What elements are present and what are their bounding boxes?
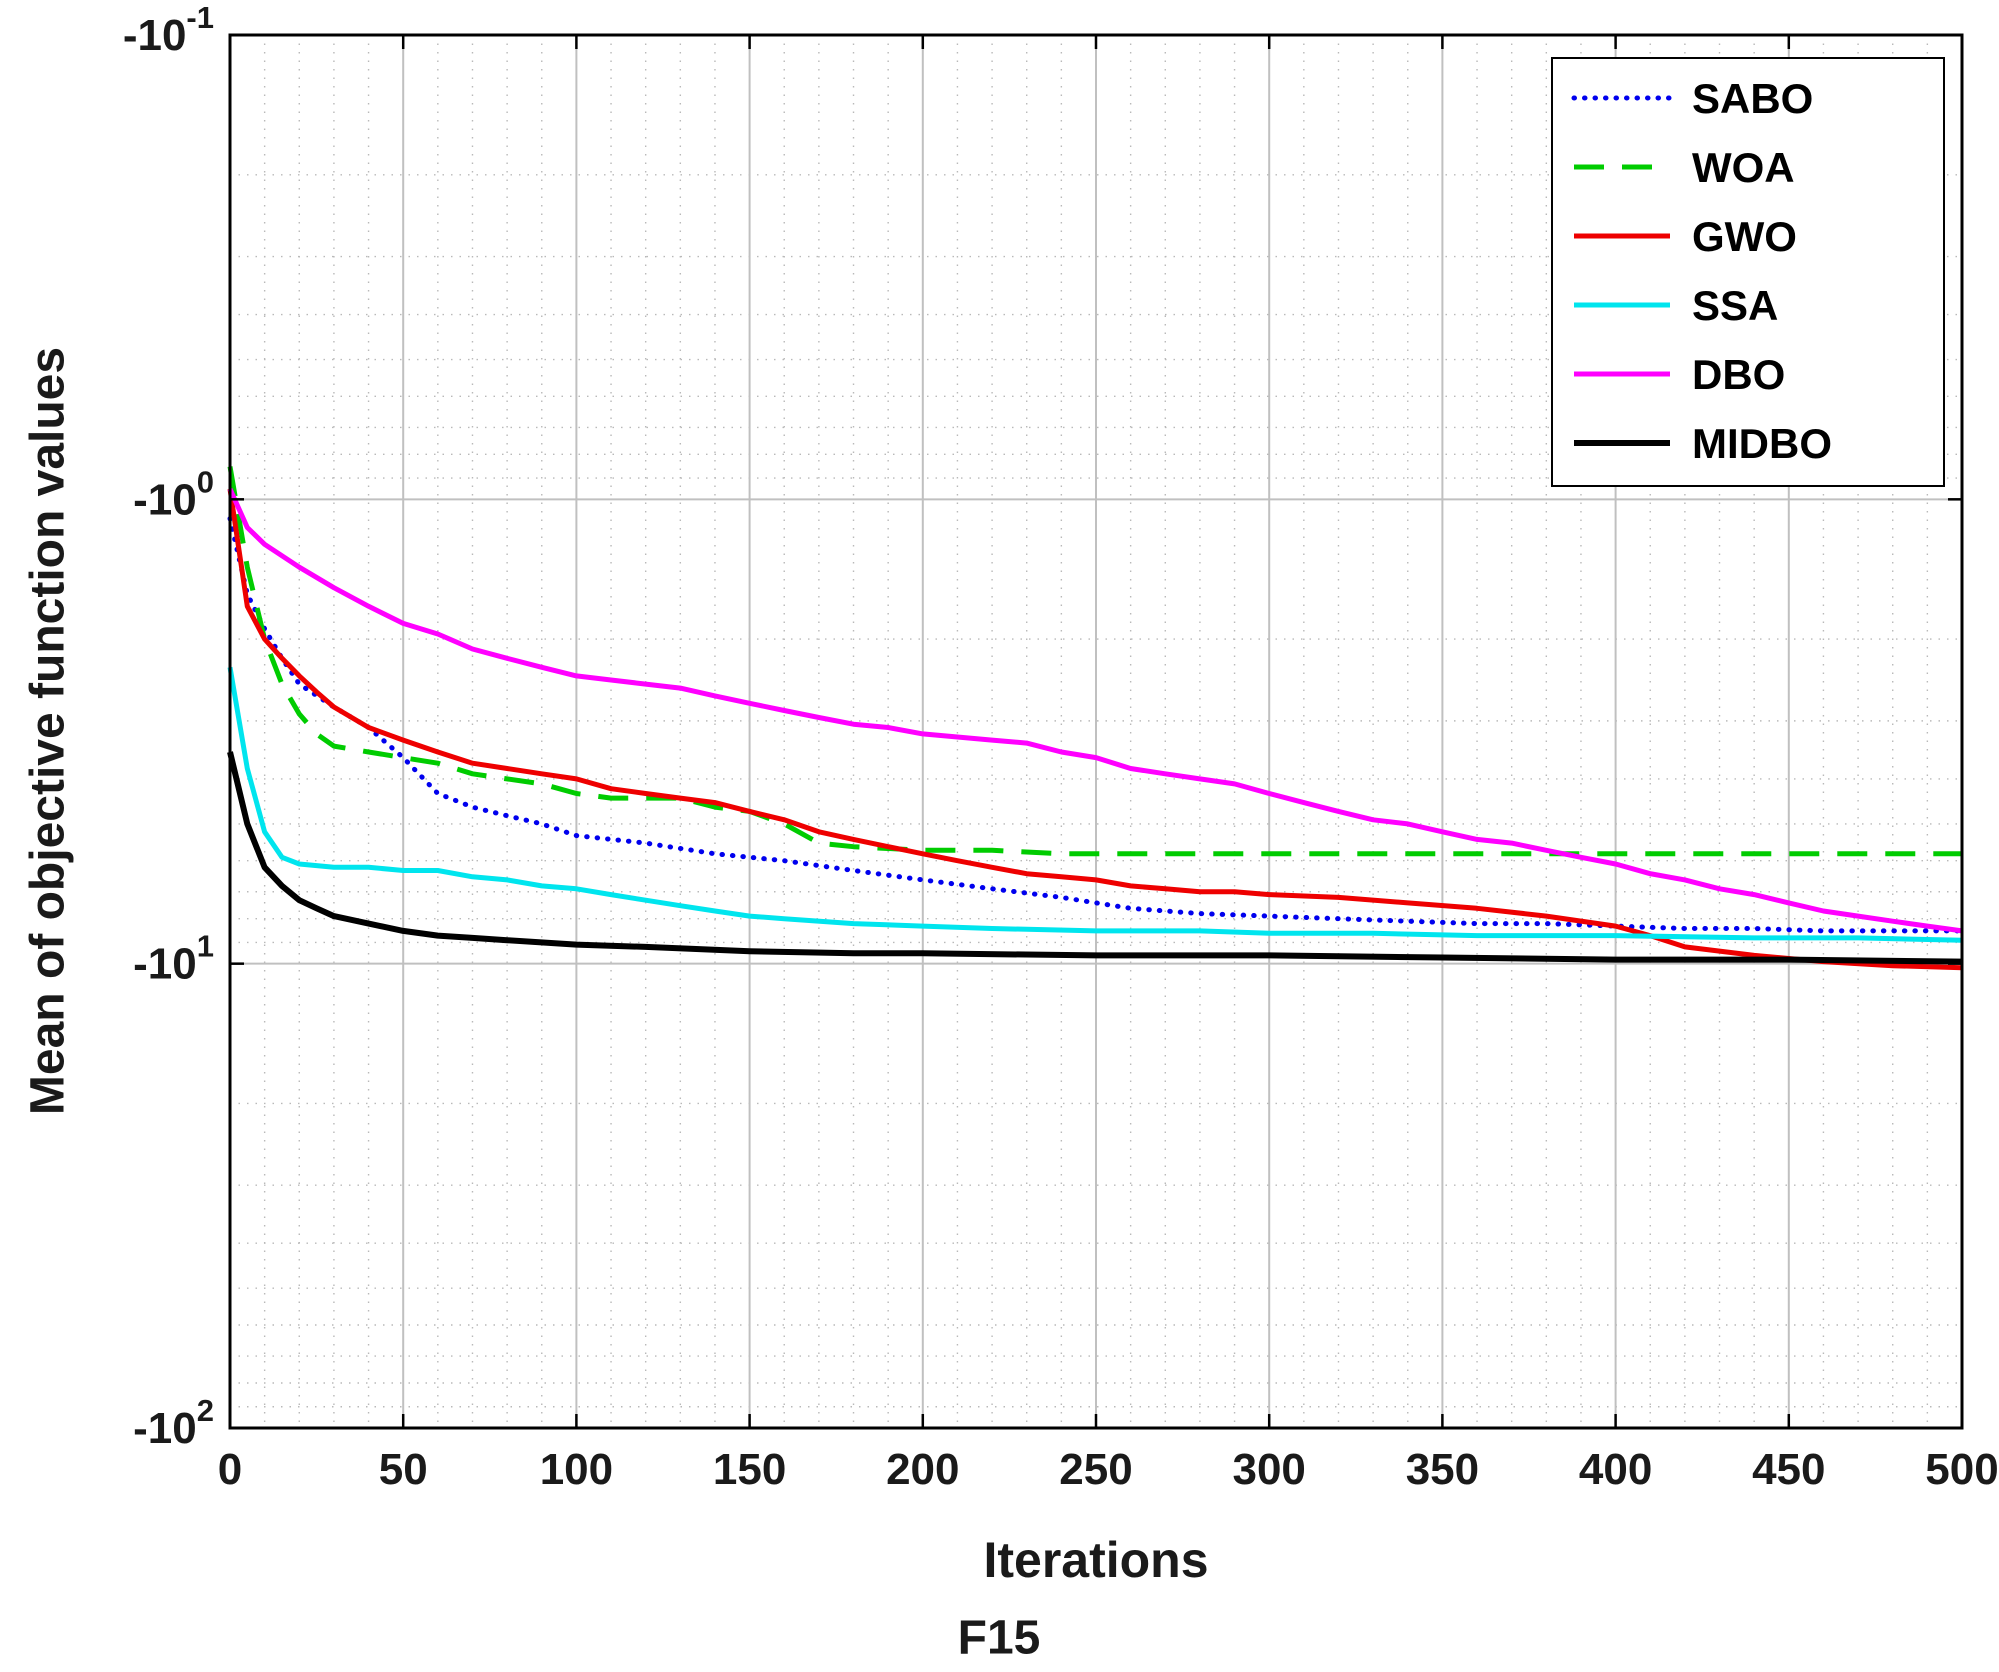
svg-text:450: 450: [1752, 1445, 1825, 1494]
series-line-midbo: [227, 751, 1963, 965]
svg-text:150: 150: [713, 1445, 786, 1494]
y-axis-label: Mean of objective function values: [21, 346, 75, 1116]
legend-label-midbo: MIDBO: [1692, 420, 1832, 467]
svg-text:350: 350: [1406, 1445, 1479, 1494]
series-line-woa: [227, 466, 1962, 857]
svg-text:-101: -101: [133, 929, 214, 989]
x-axis-label: Iterations: [983, 1532, 1209, 1588]
figure-caption: F15: [957, 1611, 1041, 1665]
series-line-gwo: [227, 488, 1963, 971]
svg-text:300: 300: [1232, 1445, 1305, 1494]
svg-text:-10-1: -10-1: [123, 0, 214, 60]
svg-text:200: 200: [886, 1445, 959, 1494]
y-tick-labels: -10-1 -100 -101 -102: [123, 0, 214, 1453]
svg-text:100: 100: [540, 1445, 613, 1494]
svg-text:250: 250: [1059, 1445, 1132, 1494]
legend-label-ssa: SSA: [1692, 282, 1778, 329]
svg-text:-100: -100: [133, 464, 214, 524]
legend-label-dbo: DBO: [1692, 351, 1785, 398]
svg-text:-102: -102: [133, 1393, 214, 1453]
legend-box: [1551, 57, 1945, 487]
legend: SABO WOA GWO SSA DBO MIDBO: [1551, 57, 1945, 487]
major-gridlines: [230, 35, 1962, 1428]
series-line-ssa: [227, 666, 1963, 943]
svg-text:50: 50: [379, 1445, 428, 1494]
legend-label-gwo: GWO: [1692, 213, 1797, 260]
svg-text:400: 400: [1579, 1445, 1652, 1494]
svg-text:0: 0: [218, 1445, 242, 1494]
svg-text:500: 500: [1925, 1445, 1998, 1494]
axis-ticks: [228, 33, 1964, 1430]
legend-label-sabo: SABO: [1692, 75, 1813, 122]
series-line-dbo: [227, 487, 1963, 934]
x-tick-labels: 0 50 100 150 200 250 300 350 400 450 500: [218, 1445, 1999, 1494]
legend-label-woa: WOA: [1692, 144, 1795, 191]
